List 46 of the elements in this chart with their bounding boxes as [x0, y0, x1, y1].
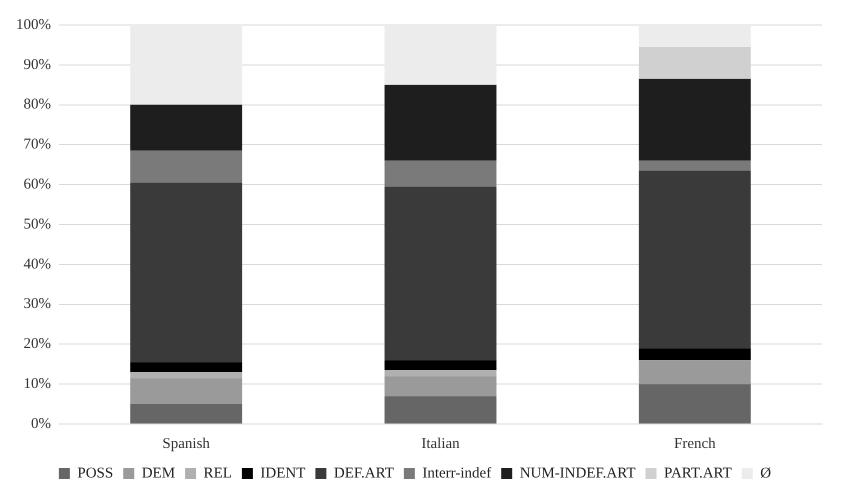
- y-tick-label: 0%: [30, 416, 51, 432]
- bar: [638, 360, 751, 384]
- bar: [130, 362, 242, 372]
- y-tick-label: 50%: [23, 216, 51, 232]
- bar: [384, 160, 496, 187]
- bar: [130, 404, 242, 424]
- y-tick-label: 40%: [23, 256, 51, 272]
- x-tick-label: French: [674, 436, 716, 452]
- y-tick-label: 10%: [23, 376, 51, 392]
- y-tick-label: 30%: [23, 296, 51, 312]
- bar: [384, 25, 496, 85]
- bar: [384, 370, 496, 376]
- y-tick-label: 20%: [23, 336, 51, 352]
- y-tick-label: 90%: [23, 56, 51, 73]
- legend-label: POSS: [77, 465, 114, 482]
- y-tick-label: 80%: [23, 96, 51, 113]
- bar: [638, 25, 751, 47]
- x-tick-label: Spanish: [162, 436, 210, 452]
- bar: [130, 104, 242, 151]
- legend-label: PART.ART: [664, 465, 732, 482]
- bar: [130, 150, 242, 183]
- legend-label: DEF.ART: [334, 465, 394, 482]
- bar: [638, 170, 751, 348]
- bar: [130, 25, 242, 105]
- bar: [638, 348, 751, 360]
- bar: [638, 384, 751, 424]
- bar: [638, 78, 751, 161]
- legend-label: NUM-INDEF.ART: [520, 465, 636, 482]
- y-tick-label: 100%: [16, 16, 51, 33]
- bar: [130, 378, 242, 404]
- bar: [384, 396, 496, 424]
- legend-label: Ø: [760, 465, 772, 482]
- y-tick-label: 70%: [23, 136, 51, 153]
- bar: [384, 84, 496, 161]
- legend-label: Interr-indef: [422, 465, 492, 482]
- legend-label: REL: [204, 465, 232, 482]
- bar: [384, 186, 496, 360]
- y-tick-label: 60%: [23, 176, 51, 193]
- legend-label: IDENT: [260, 465, 306, 482]
- x-tick-label: Italian: [421, 436, 460, 452]
- bar: [384, 360, 496, 370]
- legend-label: DEM: [142, 465, 176, 482]
- bar: [130, 372, 242, 378]
- bar: [130, 182, 242, 362]
- bar: [384, 376, 496, 396]
- bar: [638, 160, 751, 171]
